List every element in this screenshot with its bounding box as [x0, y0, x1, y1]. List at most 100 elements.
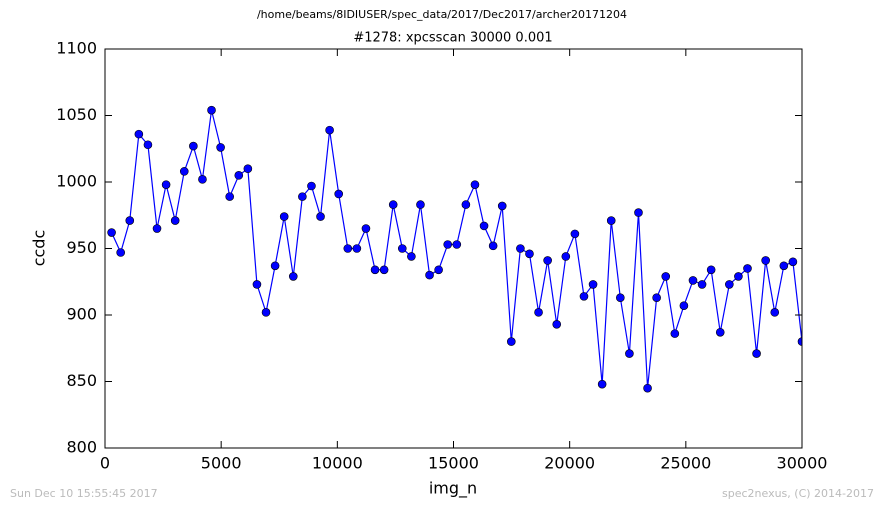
data-point	[407, 252, 416, 261]
data-point	[507, 337, 516, 346]
data-point	[597, 379, 607, 389]
data-point	[561, 252, 571, 261]
footer-left: Sun Dec 10 15:55:45 2017	[10, 487, 158, 500]
data-point	[788, 257, 798, 267]
data-point	[488, 241, 498, 251]
data-point	[634, 208, 643, 217]
data-point	[298, 192, 307, 201]
data-point	[479, 221, 489, 231]
data-point	[243, 164, 253, 173]
data-point	[216, 143, 225, 152]
data-point	[643, 383, 652, 393]
y-tick-label: 1100	[56, 39, 97, 58]
data-point	[179, 167, 189, 176]
data-point	[625, 349, 634, 358]
data-point	[397, 244, 407, 253]
footer-right: spec2nexus, (C) 2014-2017	[722, 487, 874, 500]
data-point	[416, 200, 425, 209]
data-point	[470, 180, 480, 189]
suptitle: /home/beams/8IDIUSER/spec_data/2017/Dec2…	[257, 8, 627, 21]
data-point	[570, 229, 580, 239]
x-tick-label: 0	[100, 454, 110, 473]
y-tick-label: 800	[66, 438, 97, 457]
data-point	[715, 327, 725, 337]
data-point	[234, 171, 244, 180]
data-point	[361, 224, 371, 233]
data-point	[688, 276, 698, 285]
data-point	[316, 212, 325, 221]
data-point	[152, 224, 162, 233]
data-point	[125, 216, 135, 225]
data-point	[752, 349, 761, 358]
data-point	[198, 175, 207, 184]
data-line	[111, 110, 802, 389]
data-point	[261, 308, 271, 317]
x-axis-label: img_n	[429, 479, 477, 499]
data-point	[679, 301, 689, 310]
y-tick-label: 900	[66, 305, 97, 324]
data-point	[534, 308, 543, 317]
data-point	[161, 180, 171, 189]
data-point	[443, 240, 453, 249]
data-point	[370, 265, 380, 275]
data-point	[379, 265, 389, 275]
data-point	[107, 228, 116, 237]
x-tick-label: 15000	[428, 454, 479, 473]
data-point	[134, 129, 144, 139]
data-point	[670, 329, 680, 338]
data-point	[552, 320, 562, 329]
data-point	[761, 256, 770, 265]
data-point	[725, 280, 734, 289]
data-point	[543, 256, 552, 265]
y-tick-label: 850	[66, 371, 97, 390]
data-point	[334, 189, 344, 199]
data-point	[307, 181, 316, 191]
data-point	[697, 280, 707, 289]
data-point	[516, 244, 525, 253]
data-point	[734, 272, 743, 281]
data-point	[497, 201, 507, 211]
plot-area	[107, 105, 802, 393]
data-point	[434, 265, 443, 275]
data-point	[288, 272, 298, 281]
x-tick-label: 30000	[777, 454, 828, 473]
data-point	[143, 140, 153, 150]
data-point	[461, 200, 471, 209]
data-point	[170, 216, 180, 225]
y-tick-label: 950	[66, 238, 97, 257]
data-point	[252, 280, 262, 289]
data-point	[270, 261, 280, 271]
data-point	[189, 141, 198, 151]
x-tick-label: 5000	[201, 454, 242, 473]
data-point	[616, 293, 625, 303]
data-point	[606, 216, 616, 225]
data-point	[207, 105, 216, 115]
data-point	[343, 244, 353, 253]
y-tick-label: 1050	[56, 105, 97, 124]
data-point	[425, 270, 434, 280]
data-point	[652, 293, 661, 303]
data-point	[797, 337, 802, 346]
data-point	[325, 125, 334, 135]
data-point	[525, 249, 534, 259]
data-point	[579, 292, 589, 301]
data-point	[770, 308, 780, 317]
y-tick-label: 1000	[56, 172, 97, 191]
data-point	[779, 261, 789, 271]
data-point	[388, 200, 398, 209]
y-axis-label: ccdc	[30, 230, 49, 267]
x-tick-label: 25000	[660, 454, 711, 473]
data-point	[706, 265, 716, 275]
data-point	[588, 280, 598, 289]
data-point	[743, 264, 752, 273]
data-point	[661, 272, 671, 281]
chart-title: #1278: xpcsscan 30000 0.001	[353, 31, 552, 46]
data-point	[116, 248, 125, 257]
data-point	[452, 240, 462, 249]
data-point	[225, 192, 234, 201]
x-tick-label: 20000	[544, 454, 595, 473]
x-tick-label: 10000	[312, 454, 363, 473]
data-point	[352, 244, 362, 253]
data-point	[279, 212, 289, 221]
